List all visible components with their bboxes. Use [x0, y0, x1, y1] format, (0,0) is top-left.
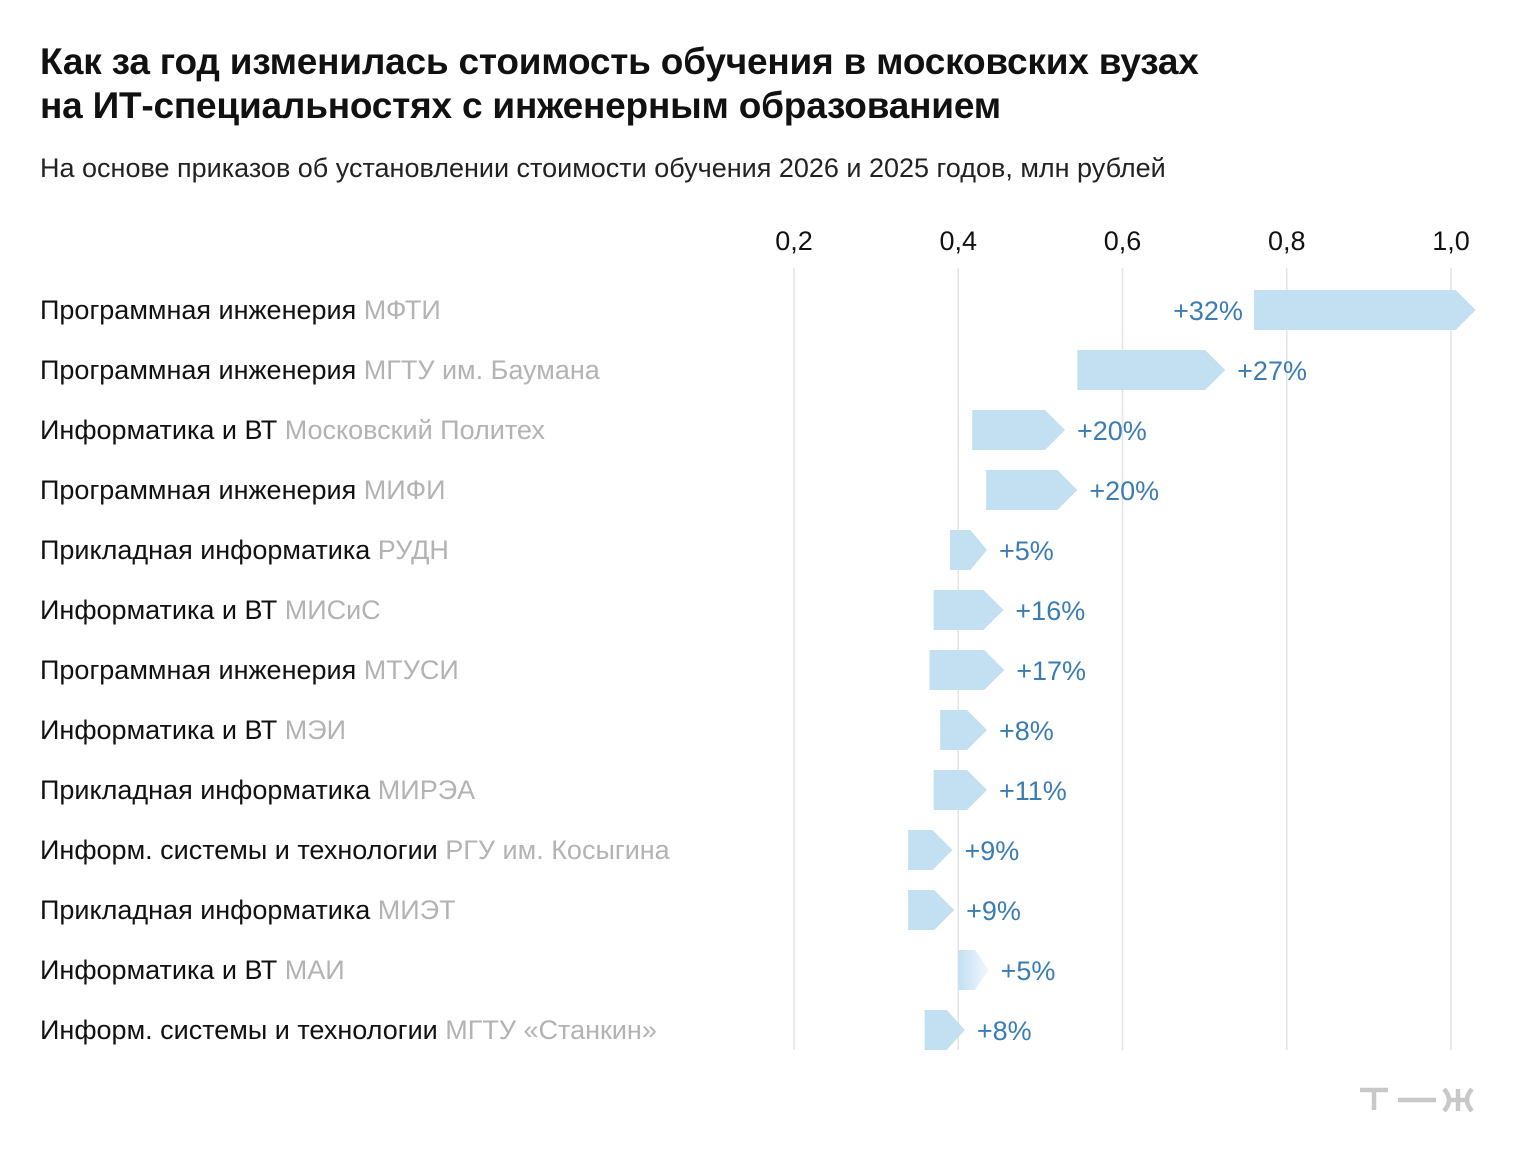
change-label: +27% — [1237, 356, 1307, 386]
row-label: Программная инженерия МТУСИ — [40, 650, 459, 690]
bar-arrow — [950, 530, 987, 570]
bar-arrow — [958, 950, 989, 990]
change-label: +17% — [1016, 656, 1086, 686]
bar-arrow — [908, 830, 953, 870]
university-name: Московский Политех — [284, 415, 545, 445]
program-name: Программная инженерия — [40, 475, 364, 505]
university-name: МЭИ — [284, 715, 347, 745]
row-label: Программная инженерия МФТИ — [40, 290, 441, 330]
university-name: МИРЭА — [377, 775, 476, 805]
chart-title-line-2: на ИТ-специальностях с инженерным образо… — [40, 85, 1001, 126]
x-tick-label: 0,4 — [939, 226, 977, 256]
program-name: Прикладная информатика — [40, 535, 378, 565]
program-name: Информатика и ВТ — [40, 415, 285, 445]
row-label: Информ. системы и технологии МГТУ «Станк… — [40, 1010, 657, 1050]
university-name: РГУ им. Косыгина — [445, 835, 670, 865]
row-label: Информатика и ВТ МАИ — [40, 950, 345, 990]
bar-arrow — [940, 710, 987, 750]
change-label: +5% — [999, 536, 1054, 566]
program-name: Программная инженерия — [40, 295, 364, 325]
bar-arrow — [924, 1010, 965, 1050]
change-label: +32% — [1173, 296, 1243, 326]
row-label: Прикладная информатика МИРЭА — [40, 770, 475, 810]
university-name: МИЭТ — [377, 895, 456, 925]
program-name: Программная инженерия — [40, 355, 364, 385]
bar-arrow — [933, 590, 1004, 630]
change-label: +9% — [965, 836, 1020, 866]
university-name: МФТИ — [363, 295, 441, 325]
chart-subtitle: На основе приказов об установлении стоим… — [40, 153, 1166, 183]
bar-arrow — [933, 770, 987, 810]
change-label: +8% — [999, 716, 1054, 746]
row-label: Информатика и ВТ МИСиС — [40, 590, 381, 630]
program-name: Информ. системы и технологии — [40, 835, 446, 865]
program-name: Информатика и ВТ — [40, 595, 285, 625]
program-name: Программная инженерия — [40, 655, 364, 685]
change-label: +9% — [966, 896, 1021, 926]
university-name: РУДН — [377, 535, 449, 565]
tzh-logo-icon — [1360, 1087, 1474, 1113]
row-label: Прикладная информатика МИЭТ — [40, 890, 456, 930]
bar-arrow — [1253, 290, 1476, 330]
program-name: Информатика и ВТ — [40, 955, 285, 985]
x-tick-label: 0,2 — [775, 226, 813, 256]
x-tick-label: 0,6 — [1104, 226, 1142, 256]
row-label: Программная инженерия МГТУ им. Баумана — [40, 350, 600, 390]
university-name: МГТУ «Станкин» — [445, 1015, 657, 1045]
change-label: +20% — [1077, 416, 1147, 446]
x-tick-label: 0,8 — [1268, 226, 1306, 256]
university-name: МИФИ — [363, 475, 446, 505]
program-name: Прикладная информатика — [40, 895, 378, 925]
change-label: +16% — [1015, 596, 1085, 626]
bar-arrow — [972, 410, 1066, 450]
row-label: Информ. системы и технологии РГУ им. Кос… — [40, 830, 670, 870]
x-tick-label: 1,0 — [1432, 226, 1470, 256]
row-label: Прикладная информатика РУДН — [40, 530, 449, 570]
change-label: +11% — [999, 776, 1067, 806]
change-label: +20% — [1089, 476, 1159, 506]
university-name: МТУСИ — [363, 655, 459, 685]
bar-arrow — [986, 470, 1078, 510]
program-name: Информ. системы и технологии — [40, 1015, 446, 1045]
row-label: Информатика и ВТ МЭИ — [40, 710, 346, 750]
bar-arrow — [1077, 350, 1226, 390]
university-name: МАИ — [284, 955, 345, 985]
program-name: Информатика и ВТ — [40, 715, 285, 745]
university-name: МИСиС — [284, 595, 381, 625]
row-label: Информатика и ВТ Московский Политех — [40, 410, 545, 450]
program-name: Прикладная информатика — [40, 775, 378, 805]
chart-title-line-1: Как за год изменилась стоимость обучения… — [40, 41, 1199, 82]
change-label: +5% — [1001, 956, 1056, 986]
chart-title: Как за год изменилась стоимость обучения… — [40, 40, 1480, 128]
bar-arrow — [929, 650, 1005, 690]
university-name: МГТУ им. Баумана — [363, 355, 600, 385]
row-label: Программная инженерия МИФИ — [40, 470, 446, 510]
change-label: +8% — [977, 1016, 1032, 1046]
bar-arrow — [908, 890, 955, 930]
